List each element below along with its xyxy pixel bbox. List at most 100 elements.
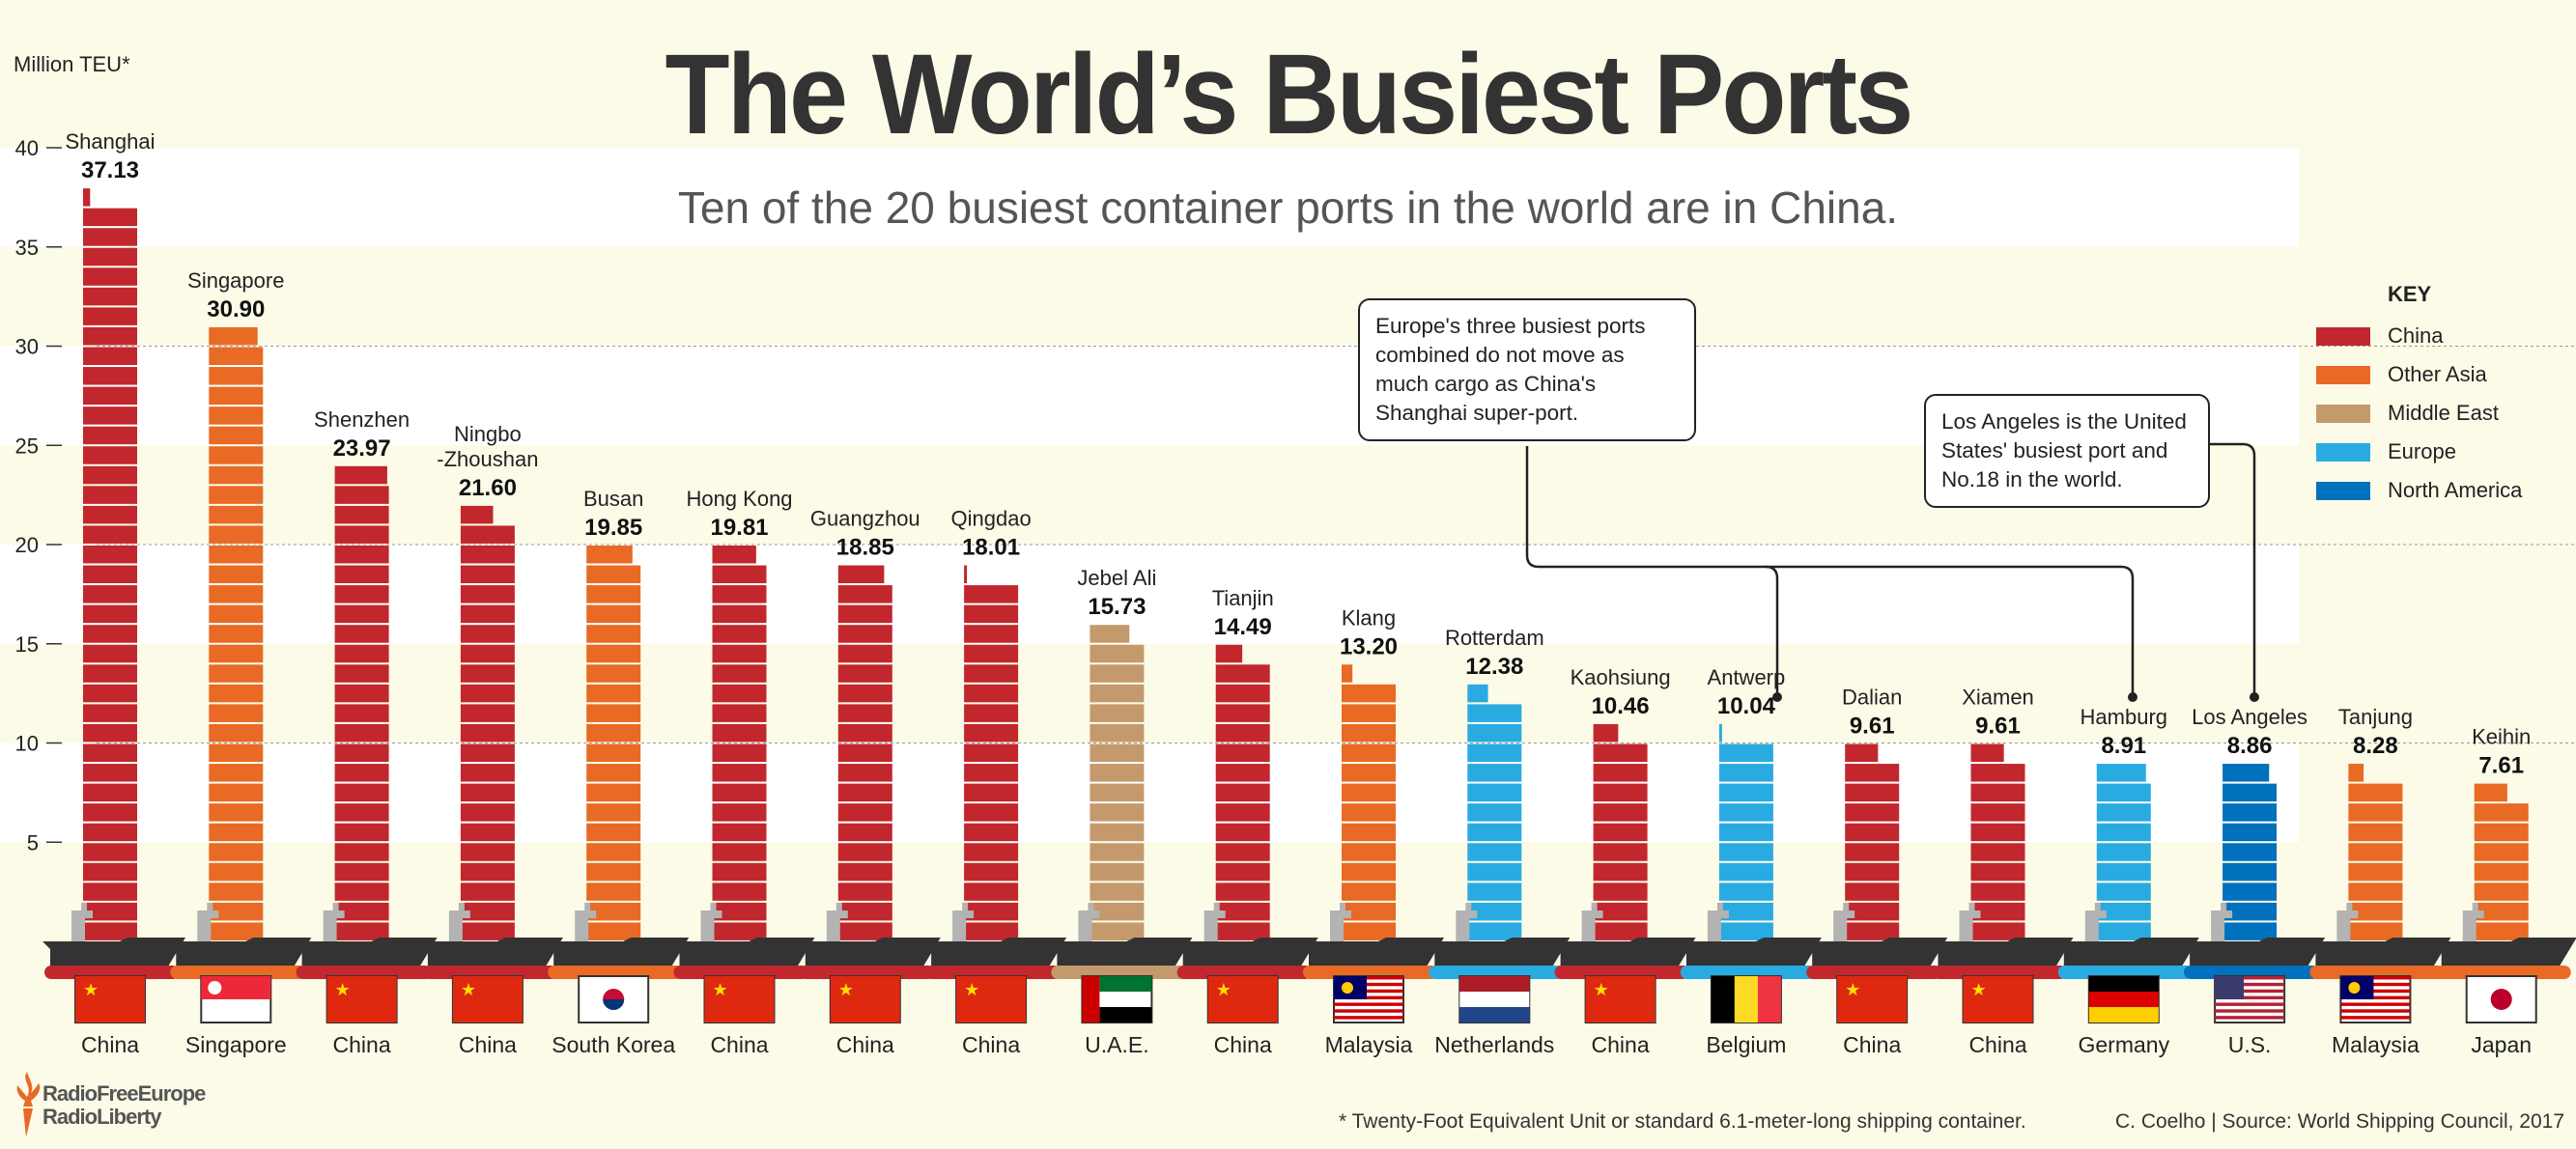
container [83, 386, 137, 406]
value-label: 19.85 [584, 515, 642, 541]
country-label: Malaysia [1325, 1032, 1413, 1057]
container [1342, 883, 1396, 901]
container [83, 565, 137, 584]
container [1090, 803, 1145, 822]
container [2222, 883, 2278, 901]
container [837, 664, 892, 683]
container [1845, 922, 1900, 940]
container [2222, 902, 2278, 921]
container [586, 704, 641, 722]
band [0, 148, 2299, 247]
port-name-label: Keihin [2472, 725, 2531, 749]
container [586, 862, 641, 882]
container [837, 883, 892, 901]
container [83, 326, 137, 346]
svg-text:★: ★ [964, 980, 979, 999]
callout-europe-connector [1525, 446, 2135, 695]
container [2096, 843, 2151, 861]
country-label: South Korea [552, 1032, 675, 1057]
container [964, 585, 1019, 603]
container [83, 704, 137, 722]
connector-dot [2250, 692, 2259, 702]
page-title: The World’s Busiest Ports [665, 31, 1913, 158]
country-label: Singapore [185, 1032, 287, 1057]
y-tick-label: 5 [27, 830, 39, 855]
container-partial [1718, 723, 1722, 743]
container [1342, 764, 1396, 782]
value-label: 21.60 [459, 475, 517, 501]
bar-guangzhou: ★ China Guangzhou 18.85 [797, 507, 941, 1057]
callout-la-connector [2210, 442, 2256, 695]
container [460, 604, 515, 624]
container [209, 426, 264, 445]
crane-icon [1581, 903, 1603, 941]
value-label: 18.01 [962, 535, 1020, 561]
container [2348, 922, 2403, 940]
y-tick-label: 15 [15, 632, 39, 657]
container [2096, 883, 2151, 901]
container [83, 922, 137, 940]
container [712, 743, 767, 762]
container [1845, 783, 1900, 802]
country-label: China [333, 1032, 391, 1057]
legend-item: North America [2316, 471, 2522, 510]
crane-icon [323, 903, 345, 941]
container [460, 883, 515, 901]
subtitle: Ten of the 20 busiest container ports in… [677, 182, 1899, 233]
container [83, 862, 137, 882]
container [2348, 862, 2403, 882]
container [1342, 684, 1396, 703]
container [83, 426, 137, 445]
container [1215, 704, 1270, 722]
bar-dalian: ★ China Dalian 9.61 [1804, 686, 1948, 1057]
container [460, 783, 515, 802]
value-label: 9.61 [1850, 714, 1895, 740]
container [712, 803, 767, 822]
legend-swatch [2316, 481, 2370, 500]
crane-icon [1203, 903, 1226, 941]
svg-text:★: ★ [83, 980, 99, 999]
country-label: China [836, 1032, 894, 1057]
port-name-label: Jebel Ali [1077, 566, 1156, 590]
bar-tanjung: Malaysia Tanjung 8.28 [2307, 705, 2451, 1057]
container [1593, 803, 1648, 822]
container [964, 843, 1019, 861]
container [2096, 823, 2151, 842]
container [209, 684, 264, 703]
container [712, 843, 767, 861]
container [586, 684, 641, 703]
container [460, 902, 515, 921]
bar-shanghai: ★ China Shanghai 37.13 [42, 129, 185, 1057]
container [334, 764, 389, 782]
container [964, 902, 1019, 921]
container [1090, 783, 1145, 802]
container [1845, 862, 1900, 882]
legend-title: KEY [2388, 282, 2432, 306]
container [83, 208, 137, 227]
container [1467, 803, 1522, 822]
container [460, 764, 515, 782]
container [1215, 684, 1270, 703]
container [964, 922, 1019, 940]
container [334, 883, 389, 901]
y-axis-label: Million TEU* [14, 52, 130, 76]
container [1215, 783, 1270, 802]
container [209, 743, 264, 762]
container-partial [83, 188, 91, 207]
container [460, 565, 515, 584]
connector-dot [1772, 692, 1782, 702]
legend-label: North America [2388, 478, 2523, 502]
container-partial [1215, 644, 1243, 663]
container [2474, 823, 2529, 842]
container [1090, 764, 1145, 782]
container [1593, 823, 1648, 842]
container [1970, 823, 2025, 842]
port-name-label: Antwerp [1708, 665, 1786, 689]
container [586, 604, 641, 624]
container [334, 644, 389, 663]
legend: KEY China Other Asia Middle East Europe Nort… [2316, 282, 2522, 510]
container [1593, 843, 1648, 861]
bar-rotterdam: Netherlands Rotterdam 12.38 [1427, 626, 1571, 1057]
container [2474, 883, 2529, 901]
container [209, 902, 264, 921]
